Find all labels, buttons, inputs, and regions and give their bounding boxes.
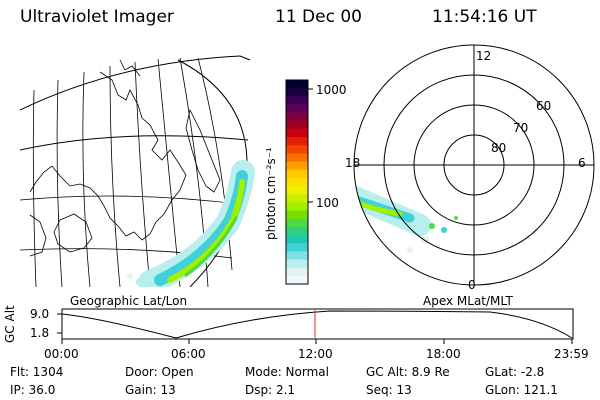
colorbar-stripe [286, 161, 308, 171]
door-status: Door: Open [125, 365, 194, 379]
colorbar-stripe [286, 104, 308, 114]
mlt-label-18: 18 [345, 156, 361, 170]
alt-label-1-8: 1.8 [30, 326, 50, 340]
colorbar-stripe [286, 153, 308, 163]
colorbar-stripe [286, 202, 308, 212]
colorbar-stripe [286, 177, 308, 187]
mlt-label-12: 12 [476, 49, 492, 63]
instrument-title: Ultraviolet Imager [20, 7, 174, 27]
mlt-label-6: 6 [578, 156, 586, 170]
geo-longitude: GLon: 121.1 [485, 383, 558, 397]
colorbar-stripe [286, 243, 308, 252]
colorbar-stripe [286, 96, 308, 105]
mlat-label-80: 80 [491, 141, 507, 155]
colorbar-stripe [286, 218, 308, 228]
altitude-ylabel: GC Alt [3, 305, 17, 343]
colorbar-stripe [286, 275, 308, 285]
mode-status: Mode: Normal [245, 365, 329, 379]
mlt-label-0: 0 [468, 278, 476, 292]
alt-label-9: 9.0 [30, 307, 50, 321]
colorbar-stripe [286, 120, 308, 130]
colorbar-stripe [286, 259, 308, 269]
altitude-plot-frame [61, 308, 574, 340]
gc-altitude: GC Alt: 8.9 Re [366, 365, 450, 379]
date-label: 11 Dec 00 [275, 7, 362, 27]
dsp-value: Dsp: 2.1 [245, 383, 296, 397]
colorbar-stripe [286, 251, 308, 261]
colorbar-stack [286, 80, 308, 285]
colorbar-stripe [286, 210, 308, 220]
colorbar-stripe [286, 80, 308, 89]
geographic-caption: Geographic Lat/Lon [70, 294, 188, 308]
time-label-2359: 23:59 [554, 347, 589, 361]
colorbar-label-100: 100 [316, 196, 339, 210]
colorbar-stripe [286, 235, 308, 244]
time-label: 11:54:16 UT [432, 7, 537, 27]
time-label-00: 00:00 [44, 347, 79, 361]
gain-value: Gain: 13 [125, 383, 176, 397]
colorbar-stripe [286, 226, 308, 236]
colorbar-stripe [286, 145, 308, 154]
geographic-map-grid [20, 55, 255, 287]
ip-value: IP: 36.0 [10, 383, 56, 397]
colorbar-stripe [286, 112, 308, 122]
mlat-label-60: 60 [536, 99, 552, 113]
time-label-18: 18:00 [426, 347, 461, 361]
time-label-12: 12:00 [298, 347, 333, 361]
sequence-number: Seq: 13 [366, 383, 412, 397]
colorbar-stripe [286, 267, 308, 277]
flight-number: Flt: 1304 [10, 365, 64, 379]
colorbar-stripe [286, 169, 308, 179]
colorbar-stripe [286, 194, 308, 203]
colorbar-label-1000: 1000 [316, 83, 347, 97]
apex-caption: Apex MLat/MLT [423, 294, 513, 308]
time-label-06: 06:00 [171, 347, 206, 361]
colorbar-stripe [286, 128, 308, 138]
geo-latitude: GLat: -2.8 [485, 365, 545, 379]
altitude-curve [61, 310, 573, 339]
colorbar-stripe [286, 88, 308, 97]
mlat-label-70: 70 [513, 121, 529, 135]
colorbar-stripe [286, 137, 308, 146]
colorbar-stripe [286, 186, 308, 195]
